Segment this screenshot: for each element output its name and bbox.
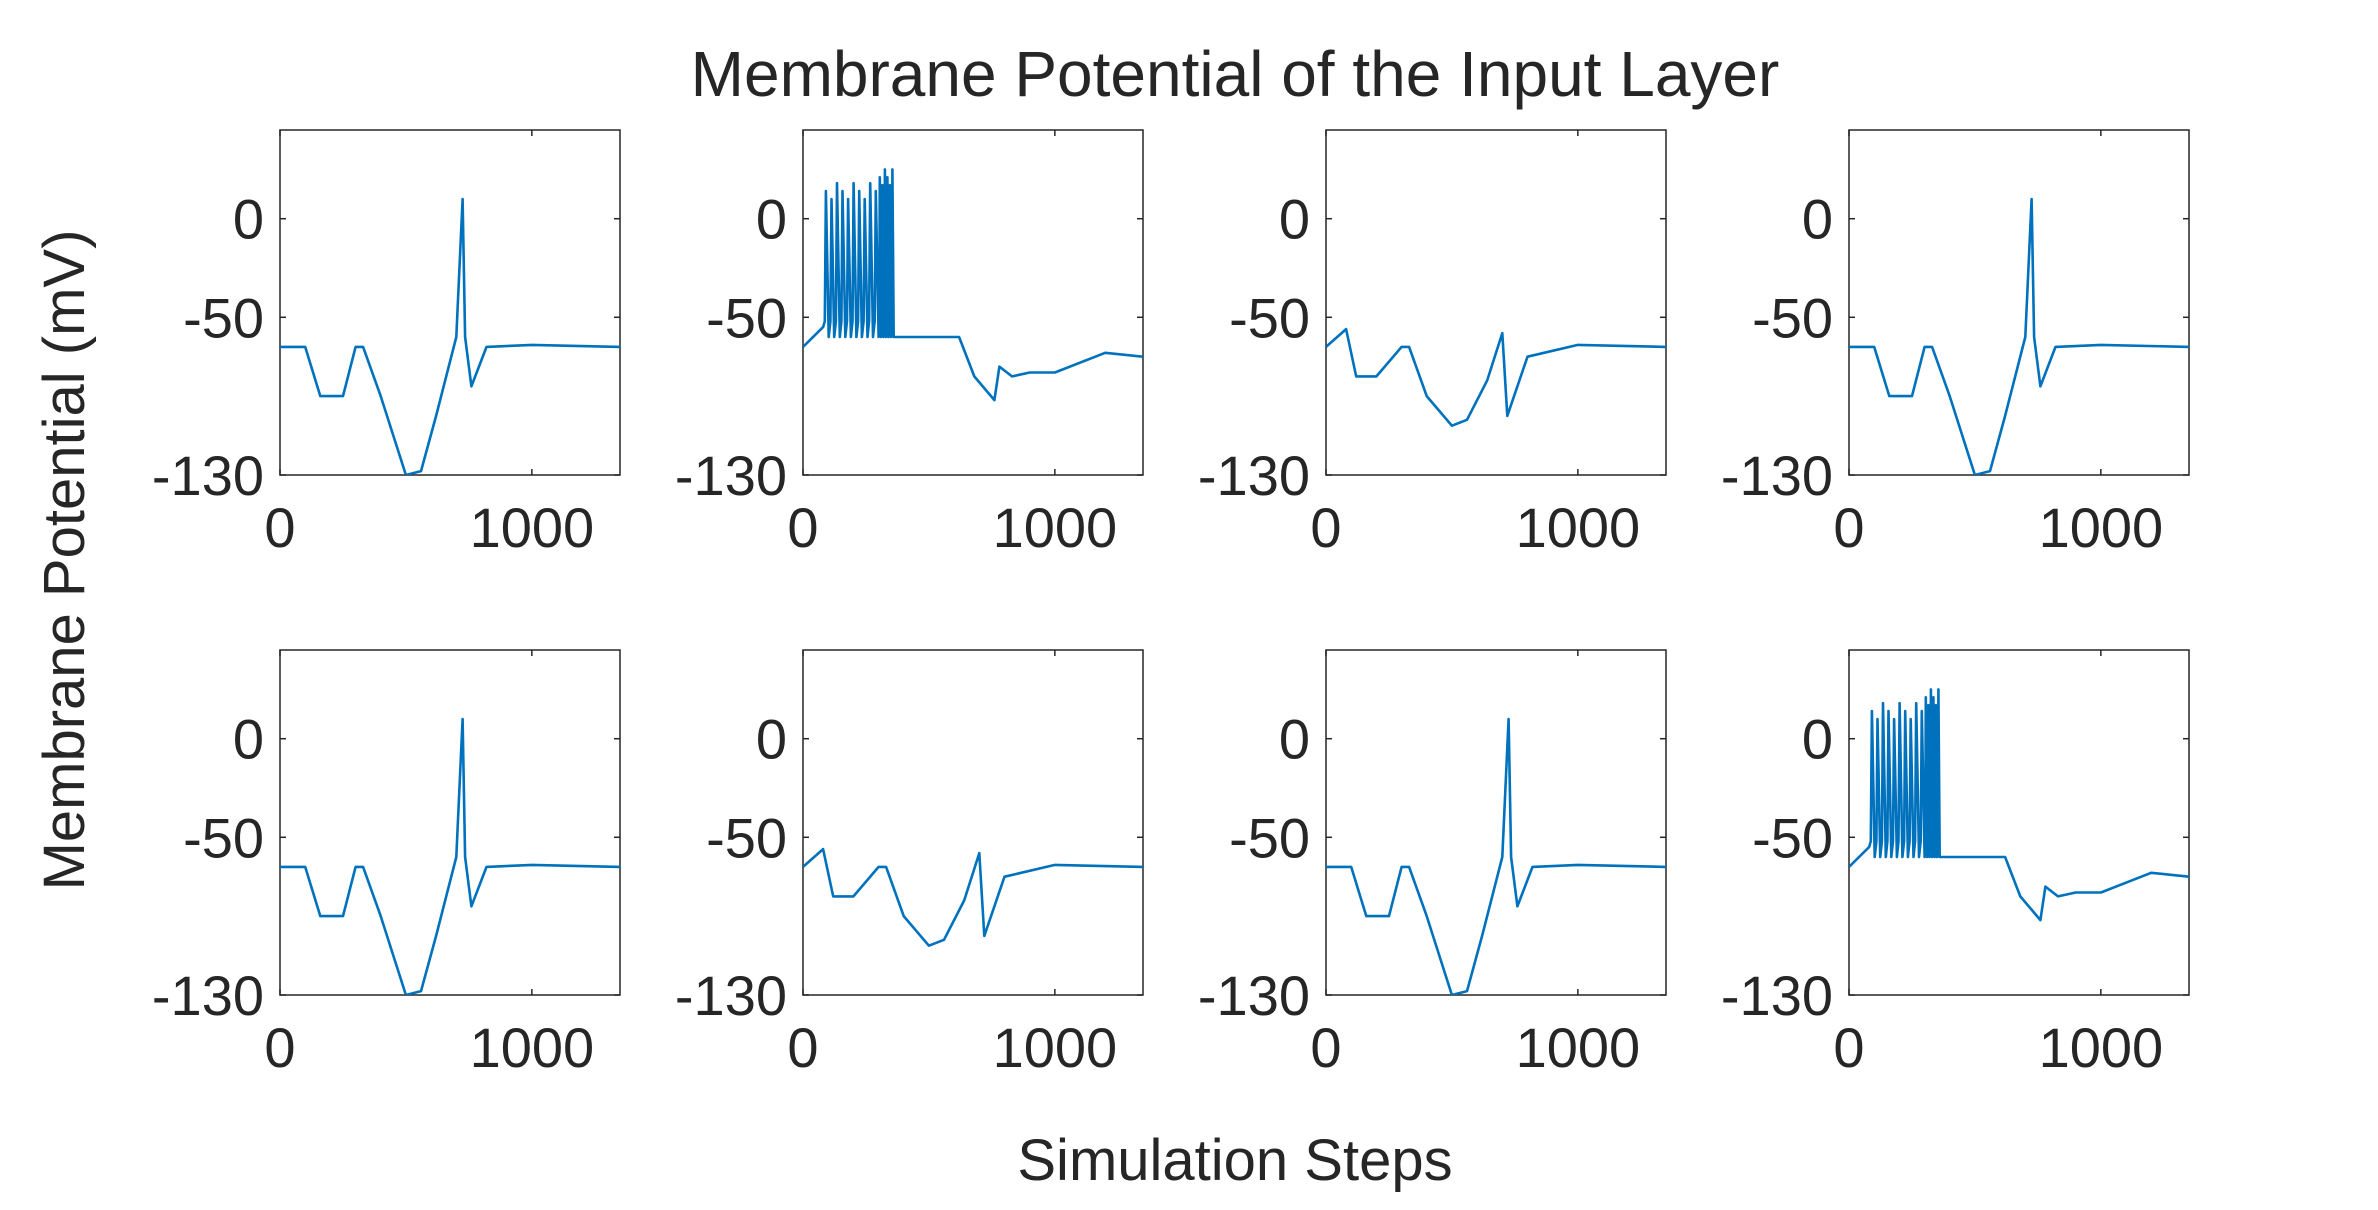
x-tick-label: 1000 (1516, 496, 1641, 559)
y-tick-label: -130 (675, 444, 787, 507)
subplot-r2-c1: 0 1000 -130 -50 0 (152, 649, 621, 1079)
y-tick-label: 0 (233, 708, 264, 771)
y-tick-label: -50 (1752, 286, 1833, 349)
y-tick-label: 0 (1279, 188, 1310, 251)
axes-box (802, 129, 1144, 476)
y-tick-label: -50 (1229, 286, 1310, 349)
y-axis-label: Membrane Potential (mV) (32, 230, 97, 891)
x-tick-label: 1000 (993, 496, 1118, 559)
membrane-potential-line (1849, 197, 2189, 475)
x-tick-label: 0 (787, 1016, 818, 1079)
y-tick-label: 0 (233, 188, 264, 251)
subplot-r2-c3: 0 1000 -130 -50 0 (1198, 649, 1667, 1079)
y-tick-label: -50 (183, 806, 264, 869)
y-tick-label: -130 (675, 964, 787, 1027)
x-tick-label: 1000 (993, 1016, 1118, 1079)
y-tick-label: 0 (756, 188, 787, 251)
axes-box (1848, 129, 2190, 476)
membrane-potential-line (280, 717, 620, 995)
x-tick-label: 0 (1833, 1016, 1864, 1079)
membrane-potential-line (1326, 327, 1666, 427)
y-tick-label: 0 (1802, 188, 1833, 251)
membrane-potential-line (280, 197, 620, 475)
y-tick-label: 0 (756, 708, 787, 771)
x-axis-label: Simulation Steps (1017, 1128, 1452, 1193)
y-tick-label: -130 (1198, 444, 1310, 507)
axes-box (1848, 649, 2190, 996)
axes-box (279, 129, 621, 476)
axes-box (802, 649, 1144, 996)
subplot-r1-c1: 0 1000 -130 -50 0 (152, 129, 621, 559)
y-tick-label: -50 (1229, 806, 1310, 869)
subplot-r1-c2: 0 1000 -130 -50 0 (675, 129, 1144, 559)
subplot-r1-c3: 0 1000 -130 -50 0 (1198, 129, 1667, 559)
axes-box (279, 649, 621, 996)
x-tick-label: 0 (1833, 496, 1864, 559)
membrane-potential-line (1849, 688, 2189, 922)
y-tick-label: 0 (1802, 708, 1833, 771)
x-tick-label: 1000 (2039, 1016, 2164, 1079)
membrane-potential-line (1326, 717, 1666, 995)
axes-box (1325, 649, 1667, 996)
y-tick-label: -130 (152, 964, 264, 1027)
y-tick-label: -50 (706, 286, 787, 349)
chart-title: Membrane Potential of the Input Layer (691, 38, 1780, 110)
subplot-r2-c2: 0 1000 -130 -50 0 (675, 649, 1144, 1079)
y-tick-label: -50 (183, 286, 264, 349)
x-tick-label: 0 (787, 496, 818, 559)
x-tick-label: 1000 (2039, 496, 2164, 559)
x-tick-label: 0 (1310, 496, 1341, 559)
x-tick-label: 1000 (470, 496, 595, 559)
x-tick-label: 0 (1310, 1016, 1341, 1079)
y-tick-label: -130 (1198, 964, 1310, 1027)
y-tick-label: -130 (1721, 444, 1833, 507)
membrane-potential-line (803, 847, 1143, 947)
x-tick-label: 1000 (1516, 1016, 1641, 1079)
x-tick-label: 0 (264, 496, 295, 559)
subplot-r1-c4: 0 1000 -130 -50 0 (1721, 129, 2190, 559)
subplot-r2-c4: 0 1000 -130 -50 0 (1721, 649, 2190, 1079)
y-tick-label: -130 (152, 444, 264, 507)
membrane-potential-line (803, 168, 1143, 402)
x-tick-label: 1000 (470, 1016, 595, 1079)
x-tick-label: 0 (264, 1016, 295, 1079)
y-tick-label: -130 (1721, 964, 1833, 1027)
y-tick-label: -50 (706, 806, 787, 869)
y-tick-label: -50 (1752, 806, 1833, 869)
y-tick-label: 0 (1279, 708, 1310, 771)
axes-box (1325, 129, 1667, 476)
